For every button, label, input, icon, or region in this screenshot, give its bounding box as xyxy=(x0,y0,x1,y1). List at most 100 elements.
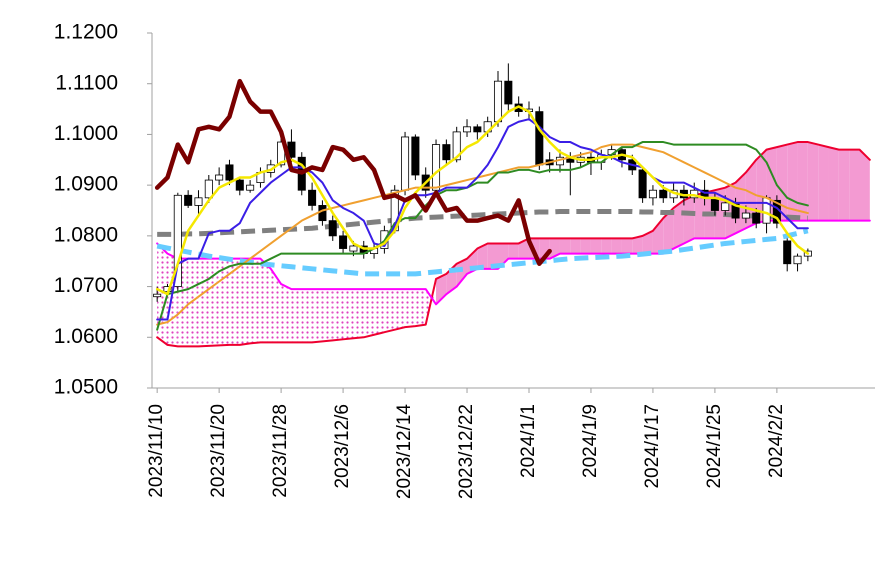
candle-body xyxy=(721,202,730,211)
x-tick-label: 2024/1/9 xyxy=(580,404,601,478)
cloud-fill xyxy=(828,147,839,221)
cloud-fill xyxy=(229,258,240,345)
x-tick-label: 2024/2/2 xyxy=(766,404,787,478)
cloud-fill xyxy=(642,230,653,254)
cloud-fill xyxy=(363,289,375,338)
candle-body xyxy=(318,205,327,222)
span-a-line xyxy=(156,141,871,348)
candle-body xyxy=(504,80,513,105)
lines xyxy=(154,78,810,331)
cloud-fill xyxy=(518,238,529,259)
cloud-fill xyxy=(694,192,705,239)
candle-body xyxy=(184,194,193,206)
candle-body xyxy=(153,293,162,298)
cloud-fill xyxy=(508,243,519,259)
cloud-fill xyxy=(601,238,612,254)
candle-body xyxy=(432,144,441,191)
cloud-fill xyxy=(250,258,261,344)
candle-body xyxy=(215,174,224,181)
cloud-fill xyxy=(859,149,870,221)
cloud-fill xyxy=(559,238,571,254)
x-tick-label: 2023/11/10 xyxy=(146,404,167,498)
candle-body xyxy=(793,255,802,265)
candle-body xyxy=(493,80,503,123)
cloud-fill xyxy=(797,142,808,221)
candle-body xyxy=(442,144,451,161)
cloud-fill xyxy=(838,149,850,221)
indicator-line xyxy=(154,78,552,266)
candle-body xyxy=(308,189,317,206)
lines xyxy=(156,141,871,348)
x-tick-label: 2023/12/22 xyxy=(456,404,477,499)
cloud-fill xyxy=(208,258,220,346)
indicator-line xyxy=(155,105,810,296)
y-tick-label: 1.0500 xyxy=(54,376,118,399)
indicator-line xyxy=(156,118,809,321)
candle-body xyxy=(411,136,420,176)
cloud-fill xyxy=(580,238,591,254)
dashed-line xyxy=(156,228,809,277)
candle-body xyxy=(328,220,337,237)
cloud-fill xyxy=(415,289,426,327)
cloud-fill xyxy=(353,289,364,339)
y-tick-label: 1.1100 xyxy=(55,71,118,94)
candle-body xyxy=(339,235,348,249)
cloud-fill xyxy=(188,258,199,347)
y-tick-label: 1.0700 xyxy=(54,274,118,297)
cloud-fill xyxy=(374,289,385,335)
candle-body xyxy=(473,126,482,133)
candle-body xyxy=(235,179,244,191)
cloud-fill xyxy=(807,142,819,221)
candle-body xyxy=(535,111,544,166)
x-tick-label: 2024/1/17 xyxy=(642,404,663,489)
candle-body xyxy=(173,194,182,287)
cloud-fill xyxy=(849,149,860,221)
candle-body xyxy=(452,131,461,161)
candle-body xyxy=(246,184,255,191)
axes: 1.0500 1.0600 1.0700 1.0800 1.0900 1.1000 1.11… xyxy=(54,21,875,500)
candle-body xyxy=(690,189,699,199)
cloud-fill xyxy=(332,289,344,341)
dashed-line xyxy=(157,209,808,237)
candle-body xyxy=(762,197,771,224)
y-tick-label: 1.1200 xyxy=(54,21,118,44)
cloud-fill xyxy=(239,258,251,345)
candle-body xyxy=(752,212,761,224)
cloud-fill xyxy=(291,289,302,343)
cloud-fill xyxy=(487,243,499,269)
cloud-fill xyxy=(312,289,323,343)
candle-body xyxy=(194,197,203,206)
cloud-fill xyxy=(405,289,416,328)
cloud-fill xyxy=(549,238,560,259)
cloud-fill xyxy=(270,268,282,343)
cloud xyxy=(157,142,870,347)
cloud-fill xyxy=(663,207,674,254)
candle-body xyxy=(659,189,668,199)
candle-body xyxy=(741,212,750,219)
x-tick-label: 2023/12/14 xyxy=(394,404,415,500)
cloud-fill xyxy=(621,238,633,254)
x-tick-label: 2023/11/20 xyxy=(208,404,229,498)
x-tick-label: 2024/1/25 xyxy=(704,404,725,489)
x-tick-label: 2023/11/28 xyxy=(270,404,291,498)
cloud-fill xyxy=(725,182,736,239)
cloud-fill xyxy=(570,238,581,254)
x-tick-label: 2023/12/6 xyxy=(332,404,353,489)
cloud-fill xyxy=(632,235,643,254)
y-tick-label: 1.1000 xyxy=(54,122,118,145)
candle-body xyxy=(638,169,647,199)
cloud-fill xyxy=(301,289,313,343)
cloud-fill xyxy=(590,238,602,254)
cloud-fill xyxy=(260,258,271,343)
span-b-line xyxy=(156,219,871,306)
cloud-fill xyxy=(384,289,395,333)
cloud-fill xyxy=(322,289,333,342)
cloud-fill xyxy=(281,284,292,343)
candle-body xyxy=(648,189,657,199)
cloud-fill xyxy=(343,289,354,340)
candle-body xyxy=(204,179,213,199)
cloud-fill xyxy=(477,243,488,269)
candle-body xyxy=(463,126,472,133)
y-tick-label: 1.0600 xyxy=(54,325,118,348)
